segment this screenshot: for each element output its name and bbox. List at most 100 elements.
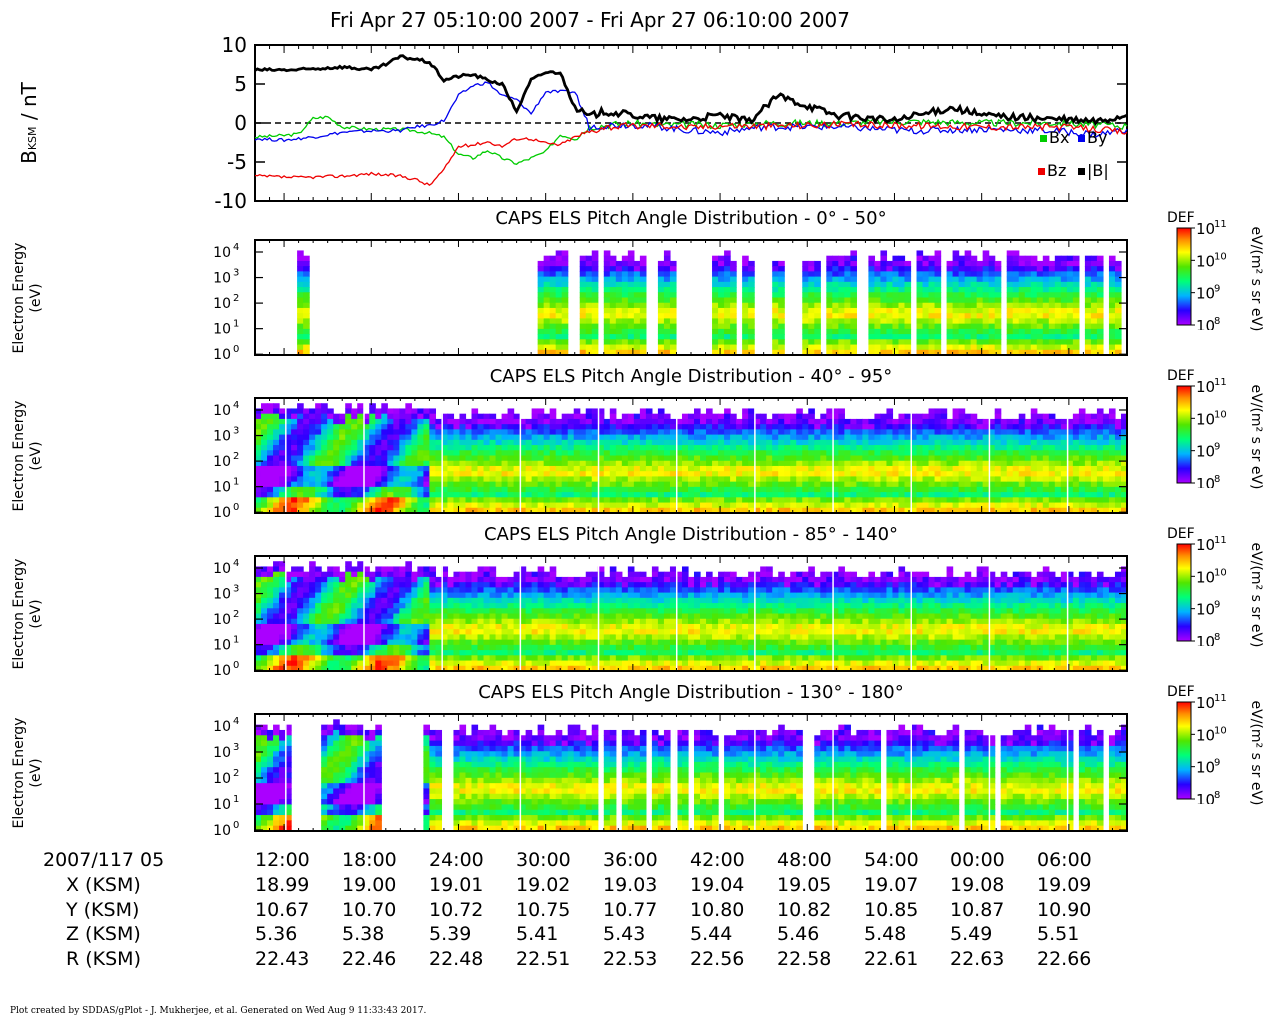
colorbar-gradient — [1176, 543, 1192, 642]
colorbar-tick-label: 10 — [1196, 443, 1215, 461]
colorbar-tick-exponent: 8 — [1214, 790, 1220, 801]
energy-tick-label: 10 — [213, 454, 231, 470]
colorbar-tick-label: 10 — [1196, 252, 1215, 270]
colorbar-tick-exponent: 10 — [1214, 567, 1227, 578]
colorbar-tick-exponent: 8 — [1214, 474, 1220, 485]
time-tick-label: 54:00 — [864, 849, 919, 871]
legend-label: Bx — [1049, 128, 1069, 147]
colorbar-tick-exponent: 9 — [1214, 442, 1220, 453]
ephemeris-value: 22.43 — [255, 947, 310, 970]
spectrogram-title: CAPS ELS Pitch Angle Distribution - 130°… — [478, 682, 904, 703]
colorbar-tick-label: 10 — [1196, 791, 1215, 804]
time-tick-label: 36:00 — [603, 849, 658, 871]
footer-credit: Plot created by SDDAS/gPlot - J. Mukherj… — [10, 1006, 427, 1016]
energy-tick-exponent: 0 — [233, 344, 239, 355]
series-line-abs-babs- — [254, 54, 1128, 127]
ephemeris-value: 22.51 — [516, 947, 571, 970]
colorbar-tick-label: 10 — [1196, 317, 1215, 330]
ephemeris-value: 5.44 — [690, 923, 733, 946]
colorbar-title: DEF — [1167, 684, 1195, 700]
legend-swatch — [1038, 168, 1045, 175]
colorbar-tick-label: 10 — [1196, 378, 1215, 396]
legend-label: By — [1087, 128, 1107, 147]
energy-tick-exponent: 4 — [233, 558, 239, 569]
ephemeris-value: 10.67 — [255, 898, 310, 921]
series-line-bz — [254, 120, 1128, 187]
energy-tick-label: 10 — [213, 296, 231, 312]
colorbar-tick-exponent: 8 — [1214, 632, 1220, 643]
energy-tick-label: 10 — [213, 322, 231, 338]
energy-tick-exponent: 0 — [233, 660, 239, 671]
mag-ytick-label: 5 — [234, 72, 247, 96]
epoch-label: 2007/117 05 — [43, 849, 165, 871]
ephemeris-value: 5.36 — [255, 923, 298, 946]
spectrogram-title: CAPS ELS Pitch Angle Distribution - 0° -… — [495, 208, 887, 229]
colorbar-tick-label: 10 — [1196, 220, 1215, 238]
colorbar-tick-label: 10 — [1196, 633, 1215, 646]
ephemeris-value: 22.63 — [950, 947, 1005, 970]
ephemeris-row-label: Z (KSM) — [66, 923, 141, 946]
ephemeris-value: 19.03 — [603, 874, 658, 896]
energy-tick-exponent: 4 — [233, 400, 239, 411]
energy-tick-exponent: 2 — [233, 451, 239, 462]
energy-tick-label: 10 — [213, 271, 231, 287]
energy-tick-exponent: 1 — [233, 794, 239, 805]
energy-tick-label: 10 — [213, 245, 231, 261]
ephemeris-value: 19.01 — [429, 874, 484, 896]
energy-tick-exponent: 1 — [233, 477, 239, 488]
colorbar-gradient — [1176, 227, 1192, 326]
energy-tick-label: 10 — [213, 347, 231, 360]
energy-tick-label: 10 — [213, 480, 231, 496]
colorbar-tick-exponent: 10 — [1214, 409, 1227, 420]
mag-ytick-label: -10 — [214, 189, 247, 213]
time-tick-label: 18:00 — [342, 849, 397, 871]
energy-tick-exponent: 3 — [233, 742, 239, 753]
energy-tick-label: 10 — [213, 797, 231, 813]
energy-tick-label: 10 — [213, 587, 231, 603]
energy-tick-label: 10 — [213, 663, 231, 676]
legend-swatch — [1040, 135, 1047, 142]
colorbar-gradient — [1176, 701, 1192, 800]
series-line-by — [254, 81, 1128, 143]
ephemeris-value: 19.04 — [690, 874, 745, 896]
time-tick-label: 24:00 — [429, 849, 484, 871]
energy-tick-label: 10 — [213, 403, 231, 419]
colorbar-tick-exponent: 11 — [1214, 535, 1227, 546]
colorbar-units: eV/(m² s sr eV) — [1248, 384, 1264, 489]
colorbar-tick-label: 10 — [1196, 475, 1215, 488]
time-tick-label: 48:00 — [777, 849, 832, 871]
colorbar-tick-label: 10 — [1196, 759, 1215, 777]
energy-tick-label: 10 — [213, 505, 231, 518]
heatmap-cells — [255, 714, 1128, 832]
legend-label: Bz — [1047, 161, 1066, 180]
plot-title: Fri Apr 27 05:10:00 2007 - Fri Apr 27 06… — [330, 8, 850, 32]
colorbar-tick-exponent: 11 — [1214, 219, 1227, 230]
spectrogram-title: CAPS ELS Pitch Angle Distribution - 40° … — [489, 366, 893, 387]
heatmap-cells — [297, 250, 1122, 356]
energy-tick-exponent: 2 — [233, 609, 239, 620]
ephemeris-value: 22.66 — [1037, 947, 1092, 970]
ephemeris-value: 10.87 — [950, 898, 1005, 921]
energy-tick-exponent: 3 — [233, 426, 239, 437]
colorbar-units: eV/(m² s sr eV) — [1248, 542, 1264, 647]
energy-tick-label: 10 — [213, 638, 231, 654]
colorbar-title: DEF — [1167, 210, 1195, 226]
ephemeris-value: 18.99 — [255, 874, 310, 896]
legend-label: |B| — [1087, 161, 1109, 180]
energy-tick-exponent: 4 — [233, 242, 239, 253]
colorbar-tick-exponent: 8 — [1214, 316, 1220, 327]
heatmap-cells — [255, 398, 1128, 514]
ephemeris-value: 10.85 — [864, 898, 919, 921]
ephemeris-row-label: X (KSM) — [66, 874, 141, 896]
colorbar-tick-exponent: 9 — [1214, 600, 1220, 611]
time-tick-label: 30:00 — [516, 849, 571, 871]
ephemeris-value: 10.80 — [690, 898, 745, 921]
spectrogram-title: CAPS ELS Pitch Angle Distribution - 85° … — [483, 524, 899, 545]
energy-tick-label: 10 — [213, 771, 231, 787]
